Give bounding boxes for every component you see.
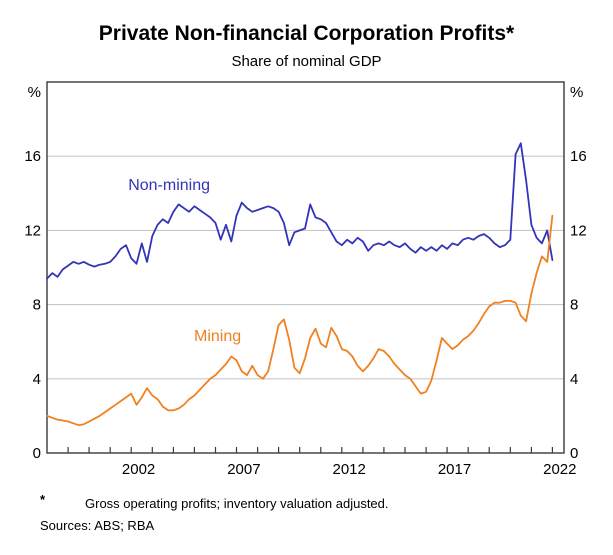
plot-frame	[46, 81, 565, 454]
x-label-2017: 2017	[438, 461, 471, 478]
chart-subtitle: Share of nominal GDP	[231, 53, 382, 70]
x-label-2012: 2012	[333, 461, 366, 478]
y-label-left-0: 0	[33, 445, 41, 462]
non-mining-label: Non-mining	[128, 177, 210, 194]
mining-label: Mining	[194, 328, 241, 345]
y-unit-left: %	[28, 84, 41, 101]
y-label-right-8: 8	[570, 297, 578, 314]
y-label-left-8: 8	[33, 297, 41, 314]
non-mining-line	[46, 142, 554, 280]
y-label-left-4: 4	[33, 371, 41, 388]
sources-text: Sources: ABS; RBA	[40, 518, 155, 533]
y-label-right-16: 16	[570, 148, 587, 165]
chart-title: Private Non-financial Corporation Profit…	[98, 22, 515, 45]
mining-line	[46, 214, 554, 427]
x-label-2007: 2007	[227, 461, 260, 478]
y-label-left-16: 16	[24, 148, 41, 165]
x-label-2002: 2002	[122, 461, 155, 478]
footnote-text: Gross operating profits; inventory valua…	[85, 496, 389, 511]
y-label-left-12: 12	[24, 222, 41, 239]
y-label-right-12: 12	[570, 222, 587, 239]
footnote-asterisk: *	[40, 492, 46, 507]
x-label-2022: 2022	[543, 461, 576, 478]
y-unit-right: %	[570, 84, 583, 101]
y-label-right-0: 0	[570, 445, 578, 462]
y-label-right-4: 4	[570, 371, 578, 388]
